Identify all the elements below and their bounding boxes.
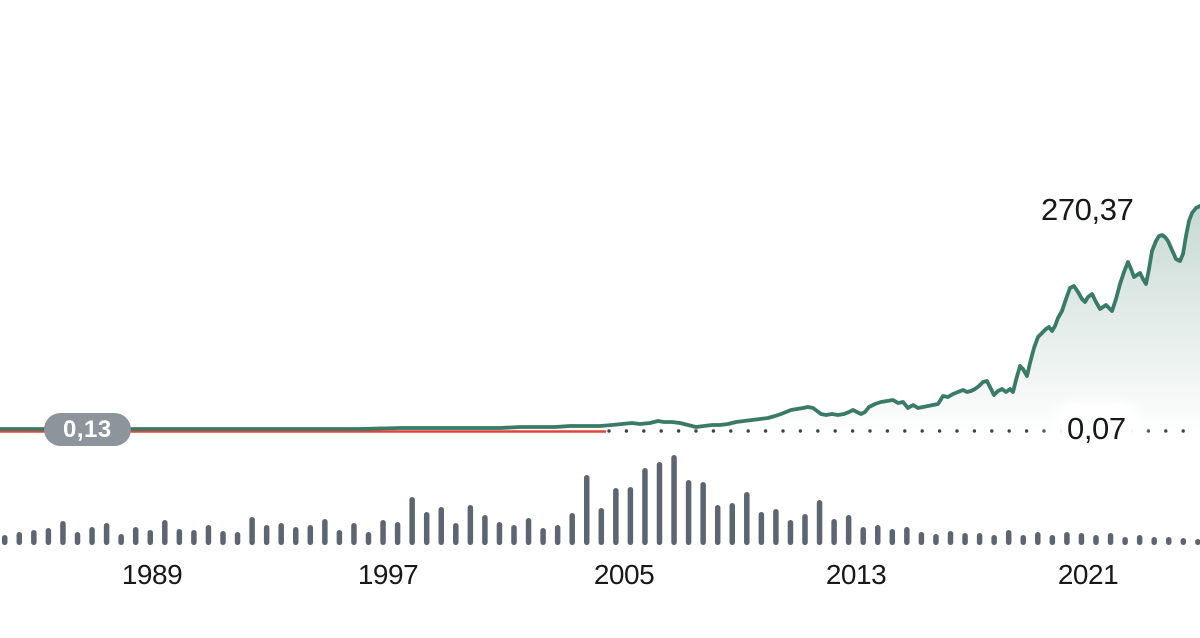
volume-bar xyxy=(627,487,634,545)
volume-bar xyxy=(322,519,328,545)
volume-bar xyxy=(380,520,386,545)
volume-bar xyxy=(613,488,619,545)
volume-bar xyxy=(176,529,183,545)
volume-bar xyxy=(103,523,110,545)
volume-bar xyxy=(875,525,881,545)
x-axis-tick-label: 2013 xyxy=(825,559,887,590)
high-price-label: 270,37 xyxy=(1041,192,1134,227)
volume-bar xyxy=(918,532,925,545)
volume-bar xyxy=(278,523,284,545)
x-axis-tick-label: 1997 xyxy=(357,559,419,590)
volume-bar xyxy=(904,527,910,545)
volume-bar xyxy=(714,505,721,545)
volume-bar xyxy=(1122,537,1128,545)
volume-bar xyxy=(1151,537,1157,545)
volume-bar xyxy=(1107,533,1114,545)
volume-bar xyxy=(511,525,517,545)
volume-bar xyxy=(685,480,692,545)
volume-bar xyxy=(2,535,8,545)
volume-bar xyxy=(132,527,139,545)
volume-bar xyxy=(307,525,314,545)
volume-bar xyxy=(525,518,532,545)
start-price-badge: 0,13 xyxy=(44,413,131,446)
volume-bar xyxy=(423,512,430,545)
volume-bar xyxy=(540,528,546,545)
volume-bar xyxy=(234,532,241,545)
volume-bar xyxy=(482,515,488,545)
volume-bar xyxy=(933,534,939,545)
volume-bars xyxy=(2,455,1200,545)
volume-bar xyxy=(1195,539,1200,545)
x-axis-tick-label: 2005 xyxy=(593,559,655,590)
volume-bar xyxy=(773,509,779,545)
volume-bar xyxy=(962,533,968,545)
volume-bar xyxy=(729,503,735,545)
volume-bar xyxy=(991,535,997,545)
volume-bar xyxy=(860,527,866,545)
x-axis-tick-label: 2021 xyxy=(1057,559,1119,590)
volume-bar xyxy=(656,462,663,545)
volume-bar xyxy=(802,514,808,545)
volume-bar xyxy=(60,521,66,545)
volume-bar xyxy=(16,532,23,545)
volume-bar xyxy=(351,523,357,545)
volume-bar xyxy=(365,532,372,545)
volume-bar xyxy=(409,497,415,545)
volume-bar xyxy=(293,527,299,545)
volume-bar xyxy=(1064,532,1070,545)
volume-bar xyxy=(1049,535,1056,545)
volume-bar xyxy=(554,525,561,545)
volume-bar xyxy=(1005,530,1012,545)
volume-bar xyxy=(31,530,37,545)
volume-bar xyxy=(89,527,95,545)
volume-bar xyxy=(787,520,794,545)
volume-bar xyxy=(118,534,124,545)
volume-bar xyxy=(438,507,444,545)
baseline-price-label: 0,07 xyxy=(1062,411,1131,447)
price-line xyxy=(0,204,1200,431)
volume-bar xyxy=(263,525,270,545)
volume-bar xyxy=(205,525,212,545)
volume-bar xyxy=(700,482,706,545)
volume-bar xyxy=(889,529,896,545)
volume-bar xyxy=(1093,535,1099,545)
volume-bar xyxy=(467,505,474,545)
volume-bar xyxy=(1020,535,1026,545)
volume-bar xyxy=(947,531,954,545)
volume-bar xyxy=(845,515,852,545)
volume-bar xyxy=(642,468,648,545)
volume-bar xyxy=(569,513,575,545)
price-area-fill xyxy=(0,206,1200,436)
volume-bar xyxy=(74,532,81,545)
volume-bar xyxy=(1166,537,1172,545)
volume-bar xyxy=(162,520,168,545)
volume-bar xyxy=(496,522,503,545)
volume-bar xyxy=(453,523,459,545)
volume-bar xyxy=(831,519,837,545)
volume-bar xyxy=(147,530,153,545)
volume-bar xyxy=(758,512,765,545)
volume-bar xyxy=(1078,533,1085,545)
volume-bar xyxy=(584,475,590,545)
volume-bar xyxy=(598,508,605,545)
volume-bar xyxy=(1035,532,1041,545)
volume-bar xyxy=(336,530,343,545)
volume-bar xyxy=(671,455,677,545)
volume-bar xyxy=(45,528,52,545)
volume-bar xyxy=(249,517,255,545)
volume-bar xyxy=(1180,538,1187,545)
volume-bar xyxy=(191,530,197,545)
volume-bar xyxy=(976,533,983,545)
volume-bar xyxy=(816,500,823,545)
x-axis-tick-label: 1989 xyxy=(121,559,183,590)
volume-bar xyxy=(394,522,401,545)
volume-bar xyxy=(744,492,750,545)
volume-bar xyxy=(220,531,226,545)
volume-bar xyxy=(1136,535,1143,545)
